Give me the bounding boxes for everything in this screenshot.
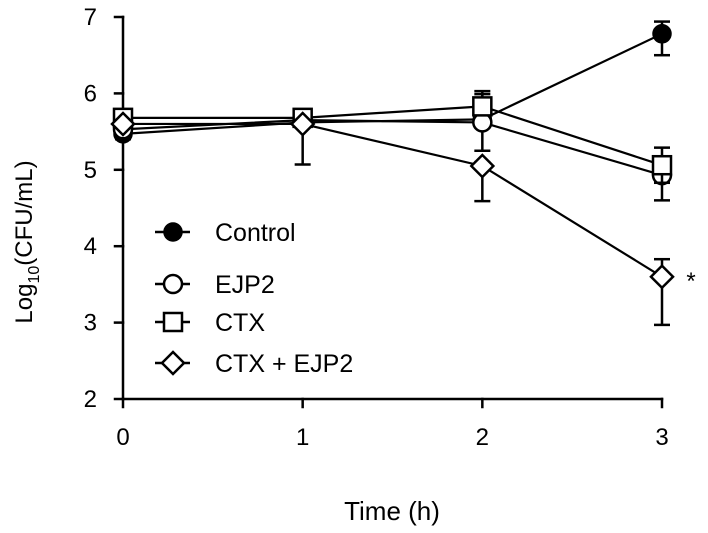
legend-item: CTX + EJP2 [155,350,353,378]
legend-item: EJP2 [155,271,275,299]
legend-label: EJP2 [215,271,275,299]
x-axis-label: Time (h) [344,496,440,526]
axes: 0 1 2 3 2 3 4 5 6 7 [84,4,669,451]
series-ejp2 [112,92,673,202]
legend: Control EJP2 CTX CTX + EJP2 [155,219,353,378]
data-point [652,24,672,44]
data-point [651,154,673,176]
y-tick-label: 3 [84,310,97,337]
data-point [289,111,316,137]
y-axis-label-subscript: 10 [26,266,43,284]
legend-marker [162,311,184,333]
y-tick-label: 6 [84,80,97,107]
significance-annotation: * [686,268,695,295]
legend-label: CTX + EJP2 [215,350,353,378]
y-tick-label: 7 [84,4,97,31]
data-point [110,111,136,137]
x-tick-label: 3 [655,424,668,451]
series-ctx [112,89,673,185]
y-axis-label-main: Log [11,284,38,324]
y-tick-label: 2 [84,386,97,413]
legend-marker [162,273,184,295]
series-layer [110,20,675,327]
x-tick-label: 2 [476,424,489,451]
data-point [469,153,496,179]
y-tick-label: 5 [84,157,97,184]
legend-item: Control [155,219,296,247]
legend-marker [163,222,183,242]
data-point [472,96,493,117]
x-tick-label: 0 [116,424,129,451]
legend-label: CTX [215,309,265,337]
y-axis-label: Log10(CFU/mL) [11,160,43,323]
y-tick-label: 4 [84,233,97,260]
y-axis-label-rest: (CFU/mL) [11,160,38,265]
legend-label: Control [215,219,296,247]
legend-item: CTX [155,309,265,337]
series-ctx-ejp2 [110,111,675,327]
series-line [123,105,663,167]
legend-marker [160,350,186,376]
x-tick-label: 1 [296,424,309,451]
series-line [123,122,663,278]
data-point [649,263,675,290]
